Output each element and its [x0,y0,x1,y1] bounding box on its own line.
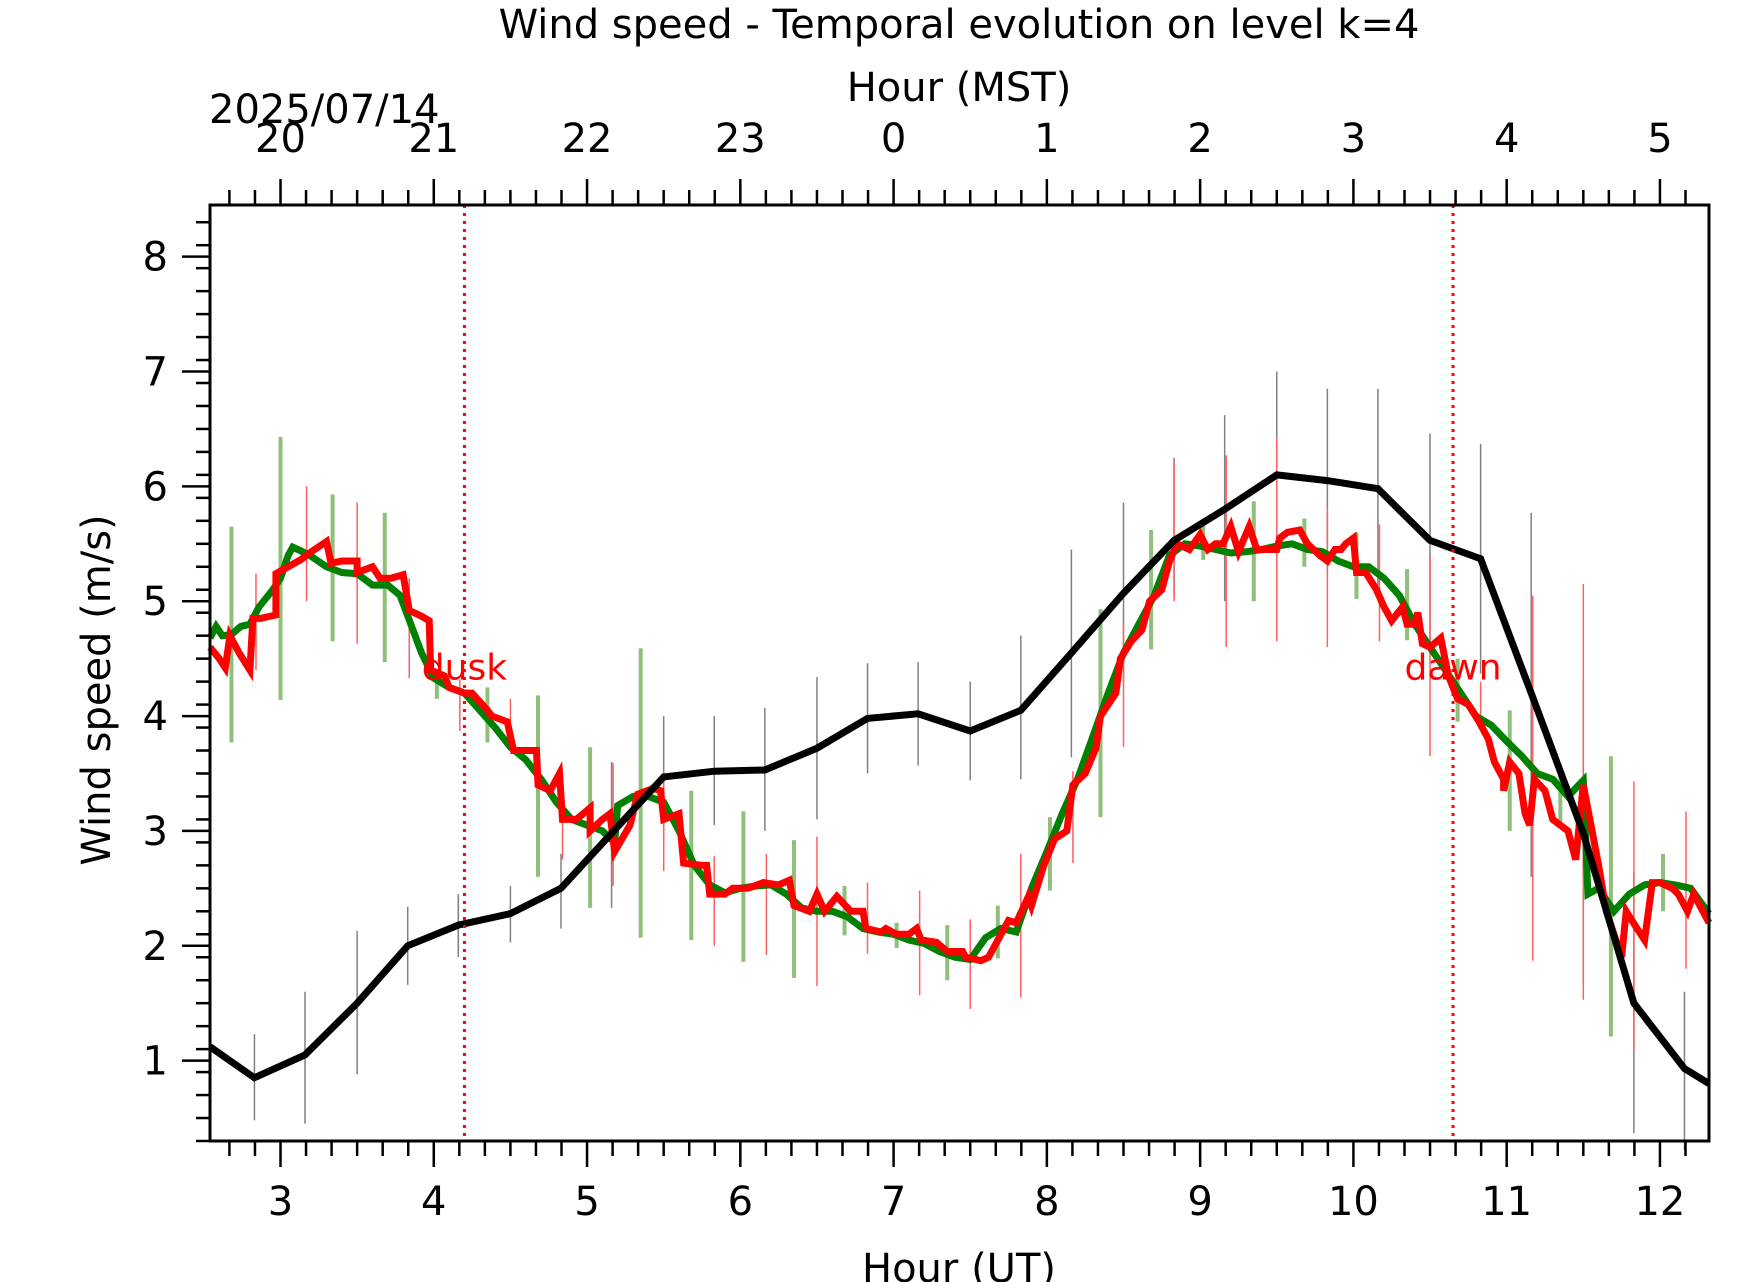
top-tick-label: 5 [1647,116,1672,162]
top-tick-label: 1 [1034,116,1059,162]
dusk-label: dusk [422,647,507,688]
top-axis-label: Hour (MST) [847,65,1072,111]
top-tick-label: 20 [255,116,306,162]
y-tick-label: 8 [143,235,168,281]
x-tick-label: 8 [1034,1179,1059,1225]
series-line-2 [207,516,1713,965]
x-tick-label: 4 [421,1179,446,1225]
top-tick-label: 0 [881,116,906,162]
plot-frame [208,203,1711,1143]
event-markers-layer: dusk dawn [422,205,1502,1141]
top-tick-label: 21 [408,116,459,162]
x-tick-label: 11 [1481,1179,1532,1225]
dawn-label: dawn [1404,647,1501,688]
top-tick-label: 2 [1187,116,1212,162]
series-line-1 [206,540,1712,964]
x-tick-label: 12 [1634,1179,1685,1225]
y-tick-label: 7 [143,350,168,396]
y-tick-label: 2 [143,924,168,970]
top-tick-label: 3 [1341,116,1366,162]
series-lines-layer [206,471,1713,1087]
date-label: 2025/07/14 [209,87,440,133]
top-tick-label: 4 [1494,116,1519,162]
chart-title: Wind speed - Temporal evolution on level… [499,2,1420,48]
y-tick-label: 1 [143,1039,168,1085]
x-axis-label: Hour (UT) [862,1246,1056,1282]
x-tick-label: 5 [574,1179,599,1225]
y-tick-label: 4 [143,694,168,740]
y-tick-label: 3 [143,809,168,855]
x-tick-label: 3 [268,1179,293,1225]
x-tick-label: 7 [881,1179,906,1225]
y-tick-label: 5 [143,579,168,625]
y-tick-label: 6 [143,464,168,510]
series-line-0 [207,471,1711,1087]
top-tick-label: 23 [715,116,766,162]
x-tick-label: 6 [728,1179,753,1225]
x-tick-label: 10 [1328,1179,1379,1225]
top-tick-label: 22 [562,116,613,162]
y-axis-label: Wind speed (m/s) [74,514,120,865]
x-tick-label: 9 [1187,1179,1212,1225]
